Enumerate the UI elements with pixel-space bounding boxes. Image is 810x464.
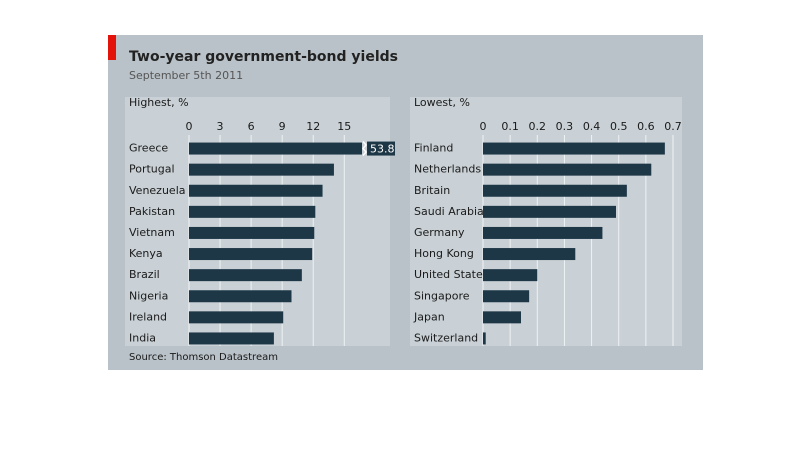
x-tick-label: 0.2 <box>529 120 547 133</box>
category-label: Switzerland <box>414 331 478 344</box>
category-label: Vietnam <box>129 226 175 239</box>
x-tick-label: 12 <box>306 120 320 133</box>
x-tick-label: 0.1 <box>501 120 519 133</box>
bar <box>483 290 530 303</box>
category-label: Singapore <box>414 289 470 302</box>
bar <box>483 269 538 282</box>
source: Source: Thomson Datastream <box>129 352 278 363</box>
bar <box>483 226 603 239</box>
category-label: Saudi Arabia <box>414 205 484 218</box>
x-tick-label: 0.4 <box>583 120 601 133</box>
category-label: Kenya <box>129 247 163 260</box>
x-tick-label: 9 <box>279 120 286 133</box>
category-label: Netherlands <box>414 163 481 176</box>
category-label: Japan <box>413 310 445 323</box>
bar <box>483 142 665 155</box>
bar <box>483 332 486 345</box>
brand-mark <box>108 35 116 60</box>
x-tick-label: 6 <box>248 120 255 133</box>
category-label: Britain <box>414 184 450 197</box>
panel-background <box>125 97 390 346</box>
bar <box>189 332 274 345</box>
x-tick-label: 0.5 <box>610 120 628 133</box>
bar <box>189 184 323 197</box>
category-label: Portugal <box>129 163 175 176</box>
category-label: Venezuela <box>129 184 186 197</box>
panel-title: Lowest, % <box>414 96 470 109</box>
bar <box>189 142 362 155</box>
bar <box>189 290 292 303</box>
bar <box>189 248 313 261</box>
category-label: Germany <box>414 226 465 239</box>
x-tick-label: 0 <box>186 120 193 133</box>
category-label: Ireland <box>129 310 167 323</box>
bar <box>483 163 652 176</box>
value-label-box <box>367 141 395 156</box>
axis-break <box>362 141 367 157</box>
category-label: Greece <box>129 142 168 155</box>
bar <box>483 248 576 261</box>
bar <box>189 269 302 282</box>
x-tick-label: 3 <box>217 120 224 133</box>
category-label: Pakistan <box>129 205 175 218</box>
panel-title: Highest, % <box>129 96 189 109</box>
bar <box>189 205 316 218</box>
bar <box>483 311 521 324</box>
category-label: Nigeria <box>129 289 168 302</box>
category-label: United States <box>414 268 489 281</box>
x-tick-label: 0.3 <box>556 120 574 133</box>
chart-title: Two-year government-bond yields <box>129 49 398 65</box>
panel-background <box>410 97 682 346</box>
chart-subtitle: September 5th 2011 <box>129 69 243 82</box>
category-label: Brazil <box>129 268 160 281</box>
category-label: India <box>129 331 156 344</box>
category-label: Finland <box>414 142 453 155</box>
x-tick-label: 0 <box>480 120 487 133</box>
bar <box>189 163 334 176</box>
value-label: 53.8 <box>370 143 395 156</box>
bar <box>483 184 627 197</box>
bar <box>483 205 616 218</box>
x-tick-label: 0.7 <box>664 120 682 133</box>
category-label: Hong Kong <box>414 247 474 260</box>
x-tick-label: 15 <box>337 120 351 133</box>
x-tick-label: 0.6 <box>637 120 655 133</box>
bar <box>189 226 315 239</box>
bar <box>189 311 284 324</box>
